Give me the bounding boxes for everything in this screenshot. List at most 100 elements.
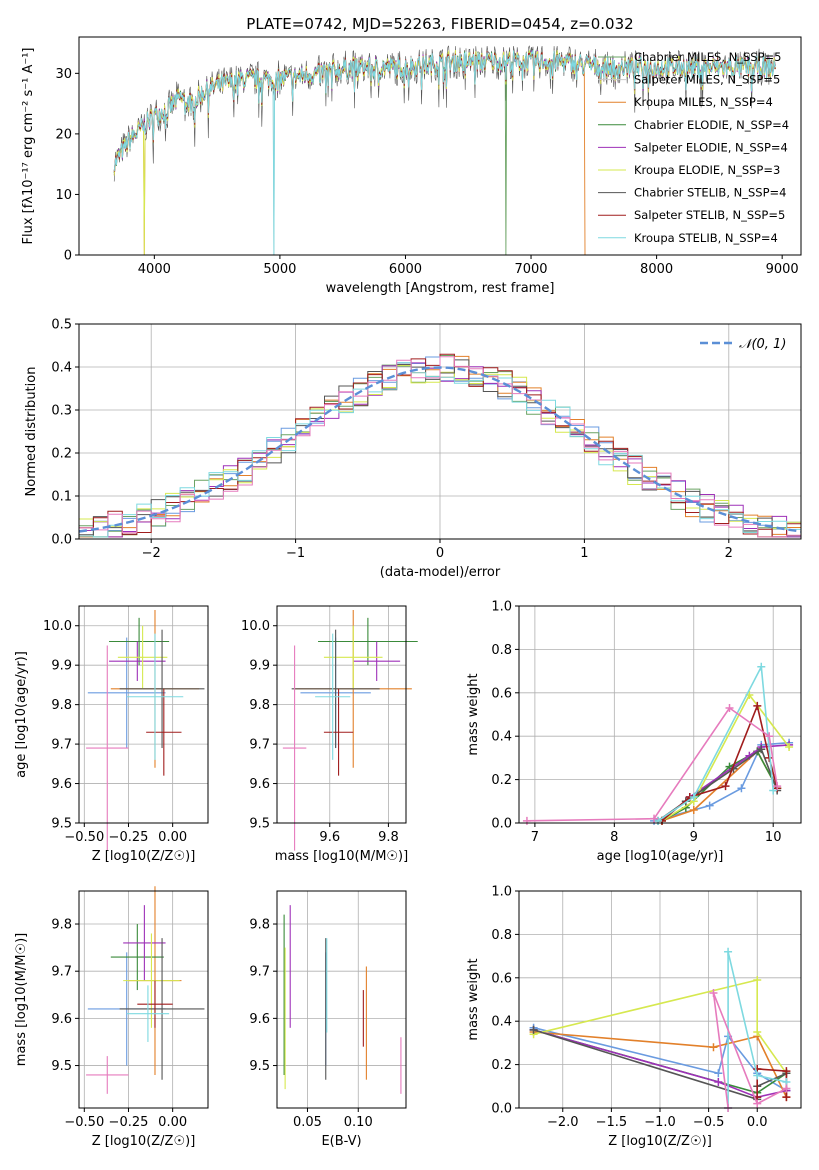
x-axis-label: Z [log10(Z/Z☉)] [608,1134,712,1149]
chart-2: −0.50 −0.25 0.00 9.5 9.6 9.7 9.8 9.9 10.0 Z [log1… [14,605,209,864]
x-tick-label: 2 [725,546,733,561]
y-tick-label: 9.7 [249,965,270,980]
y-tick-label: 9.5 [51,1059,72,1074]
y-axis-label: mass weight [466,673,481,755]
x-tick-label: 8000 [640,262,673,277]
mass-weight-marker [782,1093,791,1102]
y-axis-label: age [log10(age/yr)] [14,651,29,778]
x-tick-label: −0.50 [64,830,104,845]
mass-weight-marker [705,801,714,810]
x-axis-label: mass [log10(M/M☉)] [275,849,408,864]
x-tick-label: 9000 [766,262,799,277]
legend-label: Kroupa STELIB, N_SSP=4 [634,231,778,245]
y-tick-label: 9.9 [51,659,72,674]
mass-weight-marker [529,1025,538,1034]
mass-weight-line [661,693,790,822]
y-tick-label: 0.3 [51,404,72,419]
mass-weight-marker [757,662,766,671]
y-tick-label: 9.7 [51,965,72,980]
chart-4: 7 8 9 10 0.0 0.2 0.4 0.6 0.8 1.0 age [log10(age/yr… [466,600,802,864]
spectrum-series-line [113,45,776,182]
x-tick-label: −0.25 [109,830,149,845]
plot-frame [518,605,802,824]
x-tick-label: 7 [531,830,539,845]
x-tick-label: 0.0 [747,1115,768,1130]
mass-weight-marker [753,975,762,984]
plot-frame [276,605,407,824]
legend-label: Salpeter MILES, N_SSP=5 [634,73,780,87]
x-tick-label: −1.0 [644,1115,676,1130]
mass-weight-marker [753,1071,762,1080]
x-tick-label: 0.10 [344,1115,373,1130]
mass-weight-line [712,992,787,1109]
y-tick-label: 1.0 [491,600,512,615]
x-tick-label: 9.8 [378,830,399,845]
x-axis-label: Z [log10(Z/Z☉)] [92,849,196,864]
x-tick-label: 0.00 [158,1115,187,1130]
y-tick-label: 0.1 [51,490,72,505]
chart-5: −0.50 −0.25 0.00 9.5 9.6 9.7 9.8 Z [log10(Z/Z☉)… [14,886,209,1149]
mass-weight-marker [765,732,774,741]
y-tick-label: 0.6 [491,686,512,701]
mass-weight-marker [725,703,734,712]
y-tick-label: 10.0 [241,619,270,634]
legend-label: Chabrier MILES, N_SSP=5 [634,50,781,64]
x-axis-label: Z [log10(Z/Z☉)] [92,1134,196,1149]
y-axis-label: mass weight [466,958,481,1040]
y-tick-label: 9.8 [51,918,72,933]
x-axis-label: (data-model)/error [380,565,501,580]
mass-weight-line [657,664,774,822]
y-tick-label: 0.0 [491,817,512,832]
mass-weight-marker [709,1043,718,1052]
x-tick-label: −1.5 [596,1115,628,1130]
x-tick-label: 4000 [138,262,171,277]
mass-weight-marker [753,1099,762,1108]
y-tick-label: 0.0 [491,1102,512,1117]
y-axis-label: Normed distribution [24,367,39,497]
y-tick-label: 9.8 [249,918,270,933]
y-tick-label: 9.7 [249,738,270,753]
y-tick-label: 0.8 [491,928,512,943]
chart-3: 9.6 9.8 9.5 9.6 9.7 9.8 9.9 10.0 mass [log10(M/M… [241,605,418,864]
mass-weight-marker [757,745,766,754]
plot-frame [78,605,209,824]
mass-weight-marker [724,947,733,956]
y-tick-label: 20 [55,127,72,142]
mass-weight-marker [522,816,531,825]
x-tick-label: 7000 [514,262,547,277]
y-tick-label: 9.6 [249,1012,270,1027]
y-tick-label: 0.8 [491,643,512,658]
y-tick-label: 10 [55,188,72,203]
y-tick-label: 9.5 [249,1059,270,1074]
x-tick-label: 0 [436,546,444,561]
y-tick-label: 0.4 [491,730,512,745]
y-tick-label: 0.0 [51,533,72,548]
y-tick-label: 9.7 [51,738,72,753]
chart-6: 0.05 0.10 9.5 9.6 9.7 9.8 E(B-V) [249,890,407,1149]
y-tick-label: 0.4 [51,361,72,376]
x-tick-label: 8 [610,830,618,845]
y-tick-label: 9.6 [51,777,72,792]
legend-label: Kroupa MILES, N_SSP=4 [634,95,773,109]
y-tick-label: 9.6 [51,1012,72,1027]
y-tick-label: 9.5 [51,817,72,832]
mass-weight-marker [782,1067,791,1076]
chart-0: PLATE=0742, MJD=52263, FIBERID=0454, z=0… [21,15,802,296]
x-tick-label: 5000 [263,262,296,277]
y-tick-label: 9.5 [249,817,270,832]
mass-weight-marker [773,782,782,791]
x-tick-label: 6000 [389,262,422,277]
x-tick-label: 10 [765,830,782,845]
y-tick-label: 9.8 [51,698,72,713]
y-tick-label: 0.2 [491,773,512,788]
legend-label: Salpeter STELIB, N_SSP=5 [634,208,785,222]
legend-label: Chabrier ELODIE, N_SSP=4 [634,118,789,132]
x-tick-label: −1 [286,546,305,561]
x-axis-label: age [log10(age/yr)] [597,849,724,864]
legend-label: 𝒩(0, 1) [739,337,786,352]
mass-weight-marker [650,814,659,823]
y-tick-label: 0.2 [491,1058,512,1073]
y-tick-label: 10.0 [43,619,72,634]
y-tick-label: 0.6 [491,971,512,986]
